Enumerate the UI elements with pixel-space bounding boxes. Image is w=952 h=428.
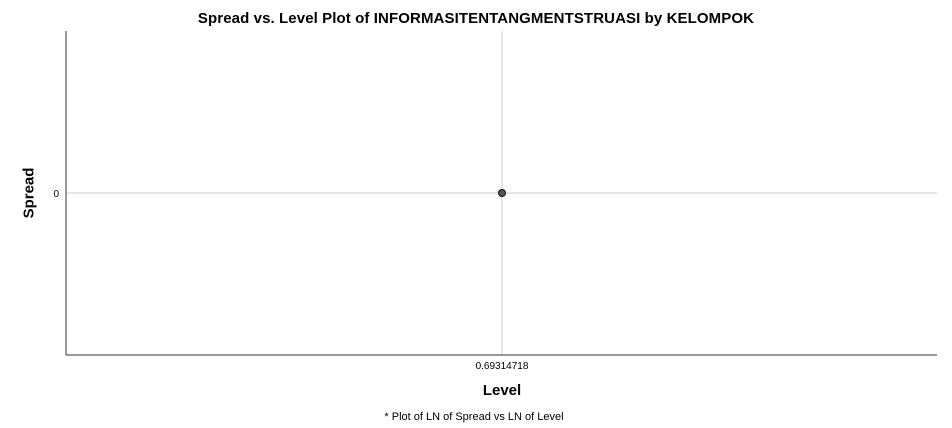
points-layer bbox=[498, 189, 506, 197]
chart-footnote: * Plot of LN of Spread vs LN of Level bbox=[384, 411, 564, 423]
x-tick-label: 0.69314718 bbox=[476, 361, 529, 372]
x-axis-label: Level bbox=[482, 382, 522, 399]
y-tick-label: 0 bbox=[53, 189, 59, 200]
data-point-0 bbox=[498, 189, 506, 197]
chart-title: Spread vs. Level Plot of INFORMASITENTAN… bbox=[197, 10, 755, 27]
